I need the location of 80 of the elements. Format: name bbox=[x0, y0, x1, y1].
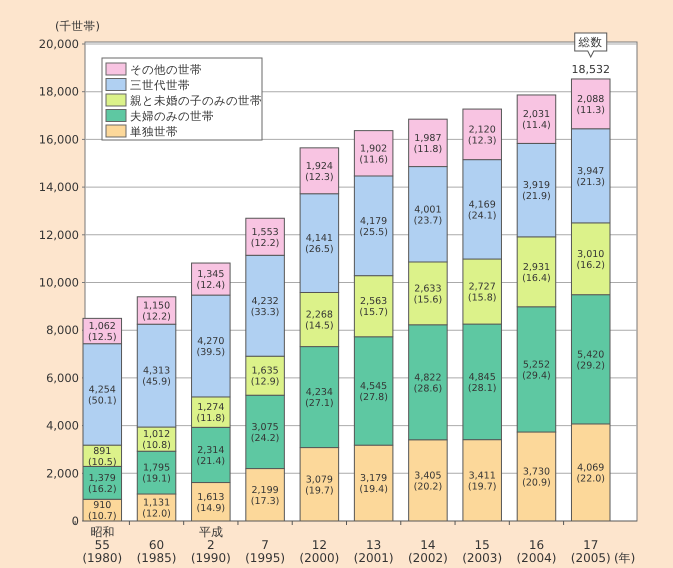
data-label: 3,730 (20.9) bbox=[522, 466, 551, 489]
x-tick-label: 15 (2003) bbox=[462, 538, 502, 565]
y-tick-label: 10,000 bbox=[38, 276, 79, 290]
y-tick-label: 4,000 bbox=[46, 418, 79, 433]
y-tick-label: 18,000 bbox=[38, 84, 79, 99]
legend-label: 親と未婚の子のみの世帯 bbox=[130, 94, 262, 108]
y-tick-label: 12,000 bbox=[38, 228, 79, 242]
annotation: 総数 bbox=[578, 35, 603, 50]
data-label: 4,313 (45.9) bbox=[142, 366, 171, 388]
legend-label: 夫婦のみの世帯 bbox=[130, 109, 214, 123]
x-tick-label: 昭和 55 (1980) bbox=[82, 525, 122, 565]
data-label: 910 (10.7) bbox=[88, 500, 117, 522]
data-label: 1,795 (19.1) bbox=[142, 462, 171, 485]
x-tick-label: 7 (1995) bbox=[245, 538, 286, 565]
data-label: 1,902 (11.6) bbox=[359, 143, 388, 166]
data-label: 1,150 (12.2) bbox=[142, 300, 171, 322]
data-label: 1,379 (16.2) bbox=[88, 472, 117, 495]
data-label: 3,010 (16.2) bbox=[576, 248, 606, 271]
legend-label: 単独世帯 bbox=[130, 124, 178, 138]
data-label: 3,405 (20.2) bbox=[414, 470, 442, 492]
data-label: 4,270 (39.5) bbox=[196, 336, 226, 358]
y-tick-label: 2,000 bbox=[46, 466, 79, 480]
total-label: 18,532 bbox=[571, 62, 610, 76]
data-label: 1,345 (12.4) bbox=[196, 269, 226, 292]
x-tick-label: 13 (2001) bbox=[354, 538, 394, 565]
data-label: 891 (10.5) bbox=[88, 446, 117, 468]
data-label: 4,141 (26.5) bbox=[305, 233, 334, 256]
data-label: 1,131 (12.0) bbox=[142, 498, 171, 520]
x-axis-title: (年) bbox=[614, 551, 636, 565]
y-axis-title: (千世帯) bbox=[55, 19, 100, 33]
x-tick-label: 平成 2 (1990) bbox=[190, 525, 231, 565]
data-label: 4,232 (33.3) bbox=[250, 296, 280, 318]
y-tick-label: 6,000 bbox=[46, 370, 79, 385]
data-label: 2,931 (16.4) bbox=[522, 262, 551, 284]
legend-label: その他の世帯 bbox=[130, 62, 202, 76]
data-label: 4,545 (27.8) bbox=[359, 380, 388, 403]
data-label: 2,031 (11.4) bbox=[522, 109, 551, 132]
legend-label: 三世代世帯 bbox=[130, 78, 190, 92]
x-tick-label: 14 (2002) bbox=[408, 538, 448, 565]
data-label: 1,987 (11.8) bbox=[414, 132, 442, 155]
data-label: 4,234 (27.1) bbox=[305, 387, 334, 410]
data-label: 4,845 (28.1) bbox=[468, 372, 496, 394]
data-label: 3,079 (19.7) bbox=[305, 474, 334, 496]
data-label: 2,633 (15.6) bbox=[414, 283, 442, 306]
data-label: 3,947 (21.3) bbox=[576, 166, 606, 188]
data-label: 4,069 (22.0) bbox=[576, 462, 606, 484]
data-label: 1,613 (14.9) bbox=[196, 492, 226, 514]
data-label: 1,012 (10.8) bbox=[142, 429, 171, 452]
data-label: 3,179 (19.4) bbox=[359, 473, 388, 496]
y-tick-label: 16,000 bbox=[38, 132, 79, 146]
y-tick-label: 20,000 bbox=[38, 37, 79, 51]
x-tick-label: 12 (2000) bbox=[299, 538, 340, 565]
data-label: 1,062 (12.5) bbox=[88, 321, 117, 344]
data-label: 2,314 (21.4) bbox=[196, 444, 226, 467]
data-label: 4,179 (25.5) bbox=[359, 216, 388, 238]
data-label: 4,169 (24.1) bbox=[468, 199, 496, 222]
data-label: 2,199 (17.3) bbox=[250, 484, 280, 507]
data-label: 2,120 (12.3) bbox=[468, 124, 496, 146]
data-label: 2,727 (15.8) bbox=[468, 282, 496, 304]
data-label: 3,919 (21.9) bbox=[522, 180, 551, 202]
data-label: 1,553 (12.2) bbox=[250, 226, 280, 249]
data-label: 4,001 (23.7) bbox=[414, 204, 442, 226]
y-tick-label: 0 bbox=[72, 514, 79, 528]
data-label: 1,274 (11.8) bbox=[196, 402, 226, 424]
data-label: 1,924 (12.3) bbox=[305, 160, 334, 183]
x-tick-label: 60 (1985) bbox=[136, 538, 176, 565]
data-label: 4,254 (50.1) bbox=[88, 384, 117, 406]
data-label: 2,563 (15.7) bbox=[359, 296, 388, 318]
data-label: 1,635 (12.9) bbox=[250, 366, 280, 388]
data-label: 2,268 (14.5) bbox=[305, 310, 334, 332]
data-label: 4,822 (28.6) bbox=[414, 372, 442, 394]
y-tick-label: 8,000 bbox=[46, 323, 79, 338]
x-tick-label: 17 (2005) bbox=[570, 538, 611, 565]
data-label: 5,252 (29.4) bbox=[522, 359, 551, 382]
data-label: 2,088 (11.3) bbox=[576, 94, 606, 116]
x-tick-label: 16 (2004) bbox=[516, 538, 556, 565]
data-label: 3,075 (24.2) bbox=[250, 422, 280, 444]
data-label: 5,420 (29.2) bbox=[576, 349, 606, 372]
data-label: 3,411 (19.7) bbox=[468, 470, 496, 492]
y-tick-label: 14,000 bbox=[38, 180, 79, 194]
